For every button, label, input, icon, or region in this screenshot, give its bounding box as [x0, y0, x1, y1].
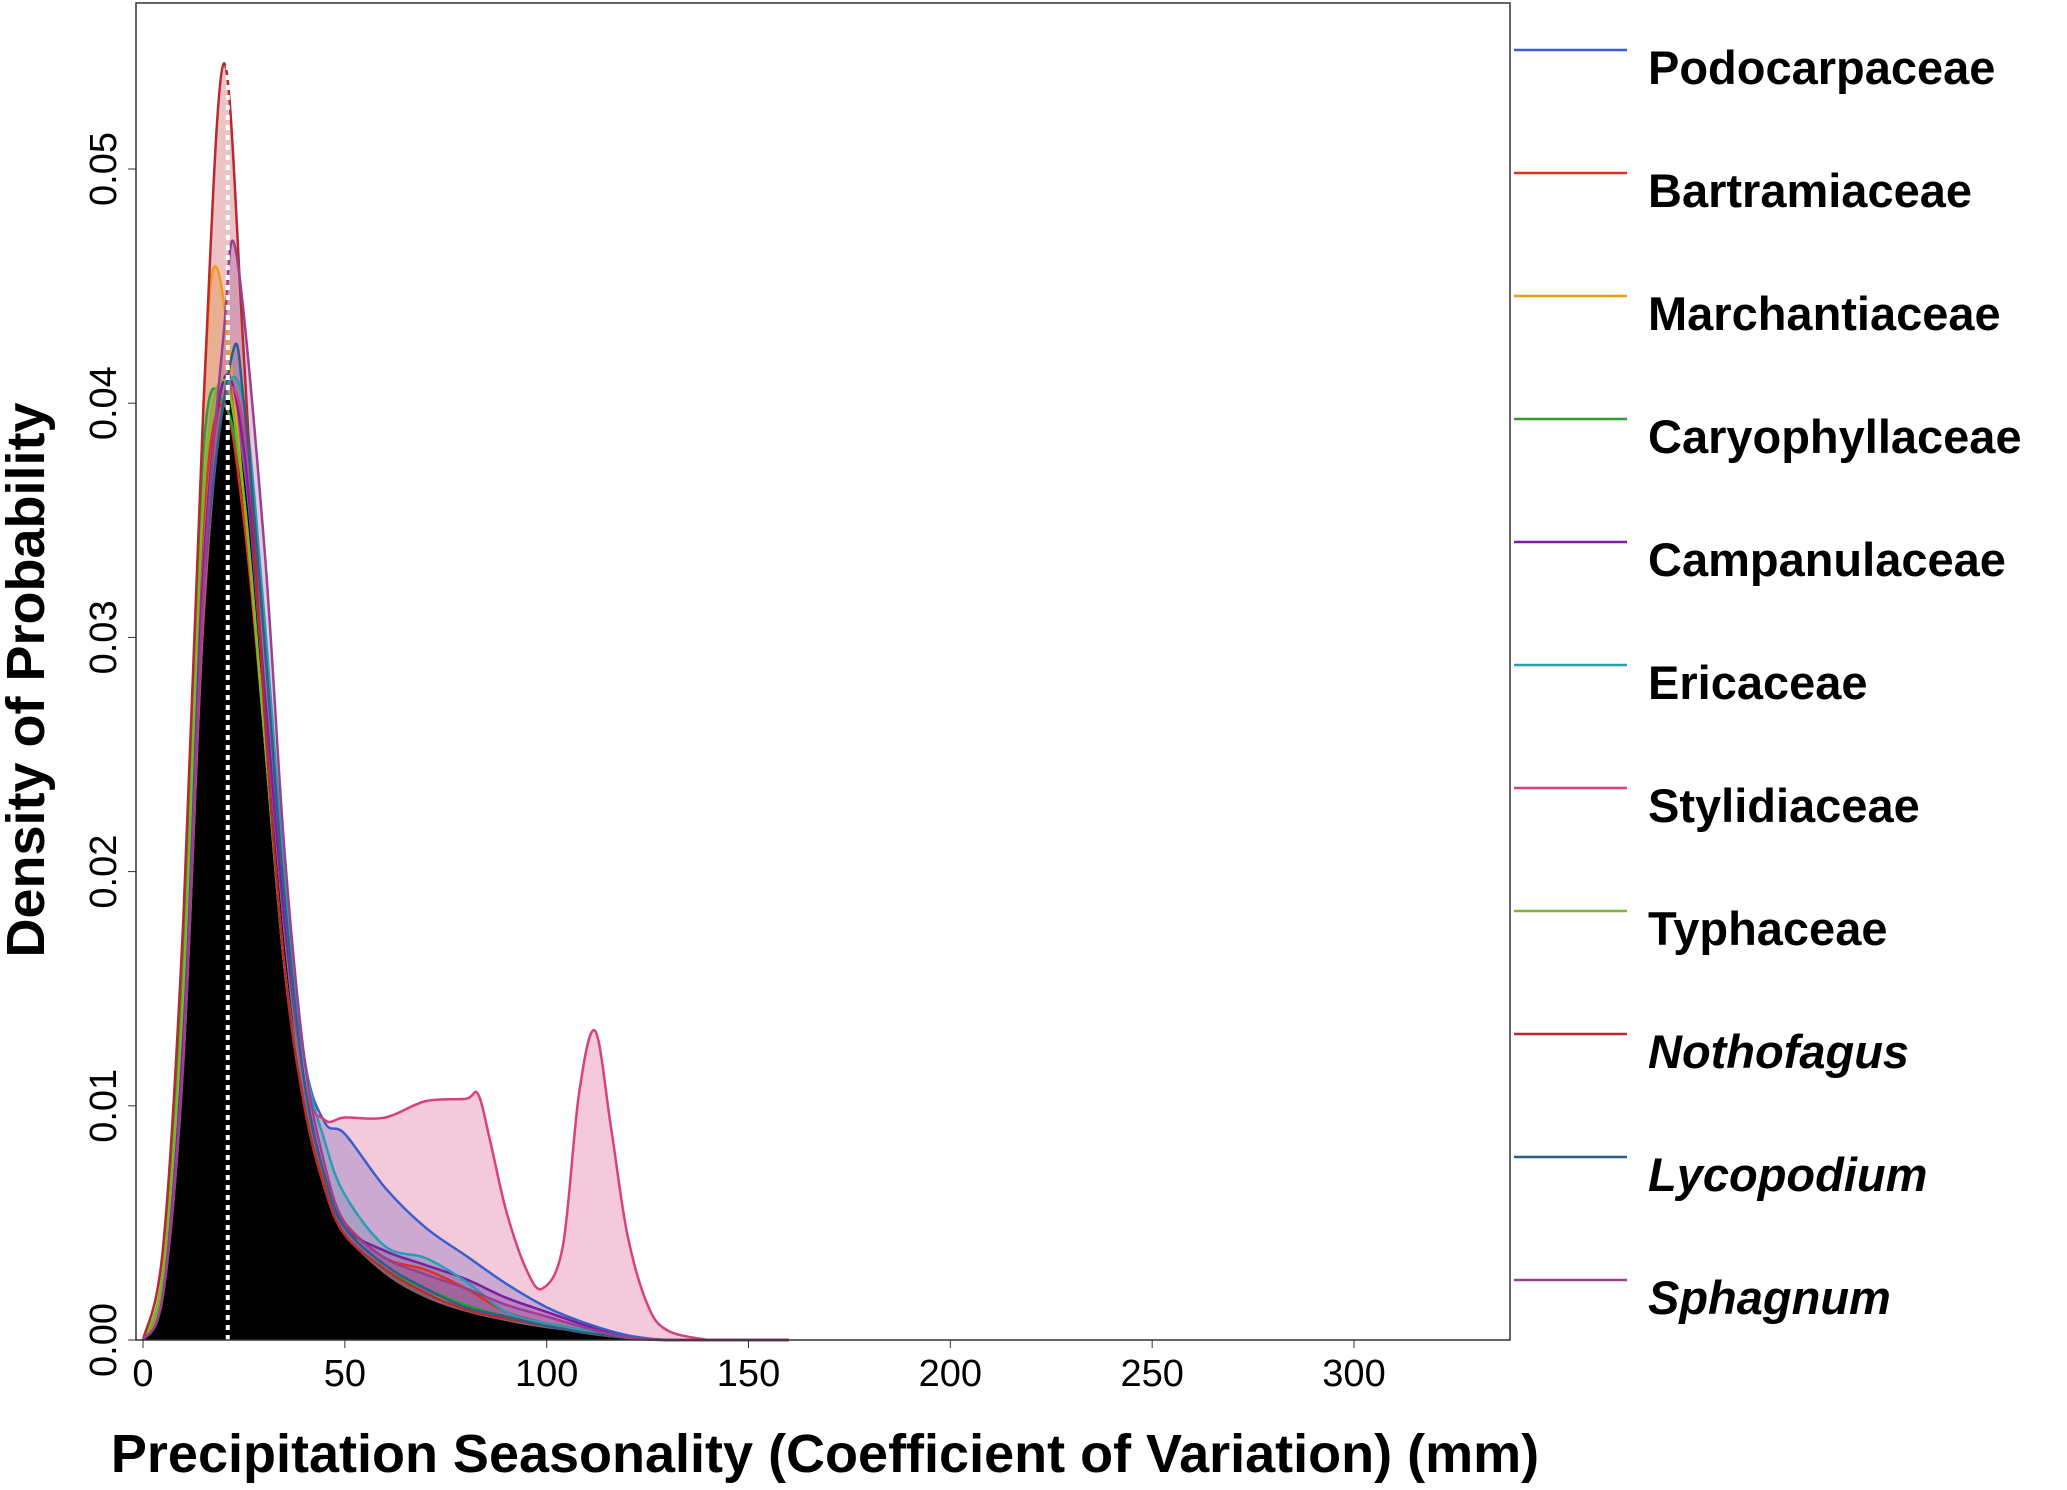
- x-tick-label: 50: [324, 1353, 366, 1395]
- legend: Podocarpaceae Bartramiaceae Marchantiaceae…: [1514, 41, 2022, 1324]
- legend-item-sphagnum: Sphagnum: [1514, 1271, 1891, 1324]
- legend-item-lycopodium: Lycopodium: [1514, 1148, 1927, 1201]
- fill-lycopodium: [143, 343, 789, 1340]
- legend-label: Bartramiaceae: [1648, 164, 1972, 217]
- legend-label: Caryophyllaceae: [1648, 410, 2022, 463]
- legend-label: Marchantiaceae: [1648, 287, 2001, 340]
- legend-item-marchantiaceae: Marchantiaceae: [1514, 287, 2001, 340]
- x-axis: 0 50 100 150 200 250 300: [132, 1340, 1386, 1395]
- legend-label: Stylidiaceae: [1648, 779, 1920, 832]
- legend-label: Campanulaceae: [1648, 533, 2006, 586]
- legend-label: Podocarpaceae: [1648, 41, 1995, 94]
- x-tick-label: 200: [919, 1353, 982, 1395]
- y-tick-label: 0.01: [83, 1069, 125, 1143]
- series-lines: [141, 62, 789, 1342]
- legend-item-ericaceae: Ericaceae: [1514, 656, 1868, 709]
- y-tick-label: 0.05: [83, 132, 125, 206]
- legend-label: Ericaceae: [1648, 656, 1868, 709]
- legend-item-campanulaceae: Campanulaceae: [1514, 533, 2006, 586]
- legend-item-caryophyllaceae: Caryophyllaceae: [1514, 410, 2022, 463]
- y-tick-label: 0.03: [83, 600, 125, 674]
- x-axis-title: Precipitation Seasonality (Coefficient o…: [111, 1424, 1539, 1484]
- legend-item-bartramiaceae: Bartramiaceae: [1514, 164, 1972, 217]
- line-stylidiaceae: [141, 385, 709, 1342]
- y-axis: 0.00 0.01 0.02 0.03 0.04 0.05: [83, 132, 136, 1377]
- plot-frame: [135, 2, 1511, 1341]
- legend-item-nothofagus: Nothofagus: [1514, 1025, 1909, 1078]
- y-axis-title: Density of Probability: [0, 402, 56, 957]
- legend-label: Nothofagus: [1648, 1025, 1909, 1078]
- legend-item-stylidiaceae: Stylidiaceae: [1514, 779, 1920, 832]
- x-tick-label: 150: [717, 1353, 780, 1395]
- legend-label: Sphagnum: [1648, 1271, 1891, 1324]
- y-tick-label: 0.02: [83, 835, 125, 909]
- x-tick-label: 100: [515, 1353, 578, 1395]
- line-sphagnum: [141, 239, 789, 1342]
- background-density: [143, 395, 789, 1341]
- x-tick-label: 250: [1120, 1353, 1183, 1395]
- fill-campanulaceae: [143, 374, 789, 1340]
- y-tick-label: 0.04: [83, 366, 125, 440]
- legend-item-podocarpaceae: Podocarpaceae: [1514, 41, 1995, 94]
- x-tick-label: 300: [1322, 1353, 1385, 1395]
- x-tick-label: 0: [132, 1353, 153, 1395]
- y-tick-label: 0.00: [83, 1303, 125, 1377]
- legend-item-typhaceae: Typhaceae: [1514, 902, 1887, 955]
- legend-label: Typhaceae: [1648, 902, 1887, 955]
- background-density-area: [143, 395, 789, 1341]
- legend-label: Lycopodium: [1648, 1148, 1927, 1201]
